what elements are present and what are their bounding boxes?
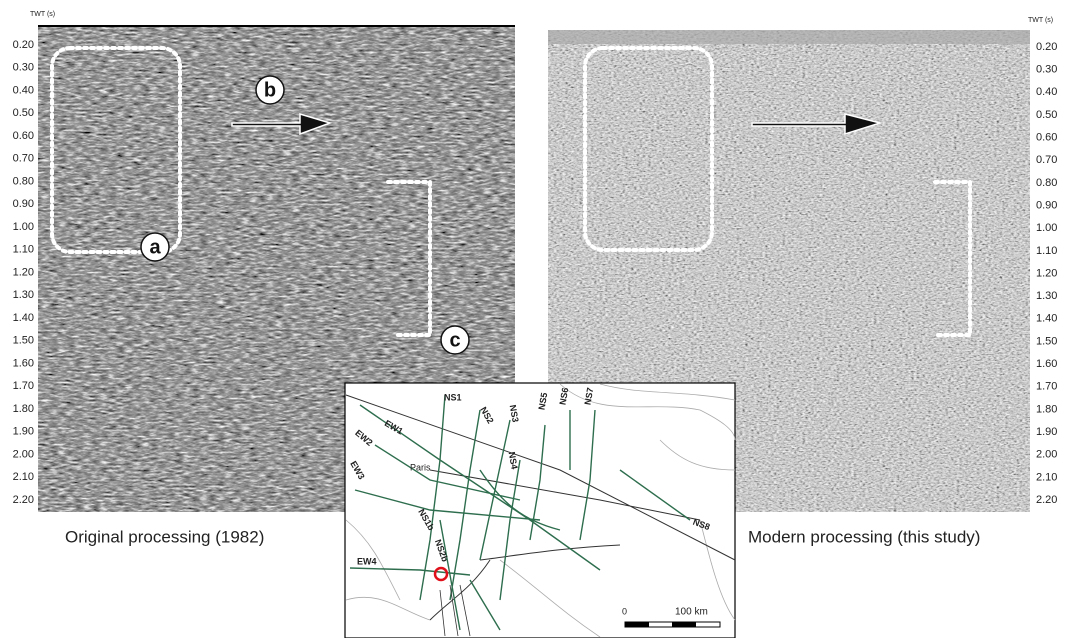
y-tick-label: 1.80: [13, 403, 34, 415]
y-tick-label: 2.10: [1036, 471, 1057, 483]
y-tick-label: 0.80: [13, 175, 34, 187]
y-tick-label: 0.60: [1036, 132, 1057, 144]
y-tick-label: 1.40: [13, 312, 34, 324]
y-tick-label: 2.00: [1036, 449, 1057, 461]
y-tick-label: 0.40: [13, 84, 34, 96]
y-tick-label: 0.80: [1036, 177, 1057, 189]
y-tick-label: 0.90: [1036, 199, 1057, 211]
y-tick-label: 1.60: [1036, 358, 1057, 370]
y-tick-label: 1.90: [13, 426, 34, 438]
y-tick-label: 1.10: [1036, 245, 1057, 257]
y-tick-label: 1.00: [13, 221, 34, 233]
y-tick-label: 0.50: [1036, 109, 1057, 121]
y-tick-label: 1.10: [13, 244, 34, 256]
y-tick-label: 0.20: [1036, 41, 1057, 53]
caption-right: Modern processing (this study): [748, 527, 980, 546]
y-tick-label: 1.20: [1036, 267, 1057, 279]
y-tick-label: 1.70: [13, 380, 34, 392]
y-tick-label: 1.50: [1036, 335, 1057, 347]
map-label: EW4: [357, 556, 377, 566]
y-tick-label: 0.40: [1036, 86, 1057, 98]
map-label: NS1: [444, 392, 462, 402]
y-tick-label: 1.50: [13, 335, 34, 347]
panel-top: [548, 30, 1030, 44]
y-tick-label: 1.20: [13, 266, 34, 278]
y-tick-label: 0.70: [13, 153, 34, 165]
y-tick-label: 0.20: [13, 39, 34, 51]
y-tick-label: 0.50: [13, 107, 34, 119]
y-tick-label: 0.60: [13, 130, 34, 142]
y-tick-label: 1.60: [13, 357, 34, 369]
y-tick-label: 0.70: [1036, 154, 1057, 166]
scale-end: 100 km: [675, 607, 708, 618]
y-tick-label: 0.30: [13, 62, 34, 74]
map-city: Paris: [410, 462, 431, 472]
caption-left: Original processing (1982): [65, 527, 264, 546]
y-tick-label: 2.20: [13, 494, 34, 506]
y-tick-label: 1.70: [1036, 381, 1057, 393]
label-c: c: [449, 329, 460, 351]
figure: TWT (s) a b c Original processing (1982)…: [0, 0, 1070, 638]
y-tick-label: 1.40: [1036, 313, 1057, 325]
y-tick-label: 1.90: [1036, 426, 1057, 438]
label-b: b: [264, 79, 276, 101]
y-tick-label: 1.80: [1036, 403, 1057, 415]
y-tick-label: 1.00: [1036, 222, 1057, 234]
axis-title: TWT (s): [30, 11, 55, 18]
y-tick-label: 1.30: [13, 289, 34, 301]
y-tick-label: 2.00: [13, 448, 34, 460]
y-tick-label: 0.30: [1036, 64, 1057, 76]
label-a: a: [149, 236, 161, 258]
map-inset: [345, 383, 735, 638]
scale-start: 0: [622, 606, 627, 616]
y-tick-label: 2.10: [13, 471, 34, 483]
axis-title: TWT (s): [1028, 17, 1053, 24]
y-tick-label: 2.20: [1036, 494, 1057, 506]
y-tick-label: 0.90: [13, 198, 34, 210]
y-tick-label: 1.30: [1036, 290, 1057, 302]
